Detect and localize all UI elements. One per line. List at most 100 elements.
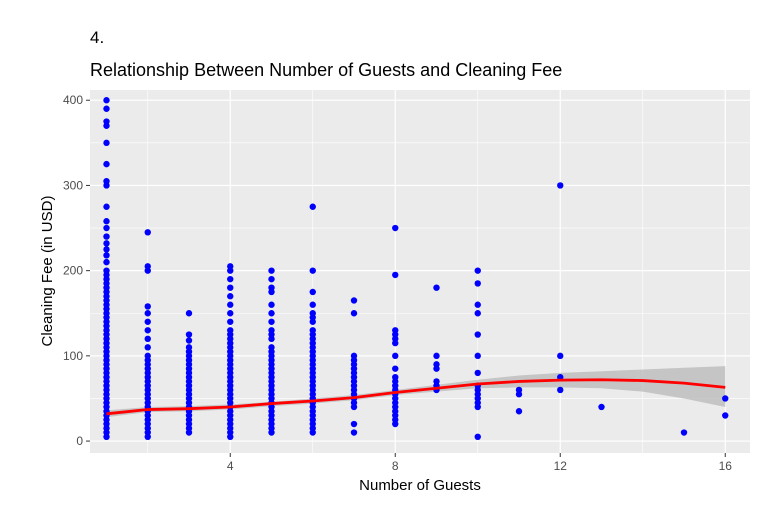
data-point [103,203,110,210]
data-point [350,297,358,304]
data-point [350,429,358,436]
smooth-line-layer [106,378,726,416]
data-point [309,267,316,274]
data-point [144,318,151,325]
data-point [474,267,481,274]
data-point [309,318,316,325]
data-point [144,344,151,351]
y-tick-label: 100 [63,349,83,363]
data-point [268,288,275,296]
data-point [103,139,110,147]
data-point [557,352,564,360]
data-point [268,318,275,325]
data-point [103,182,110,189]
data-point [144,327,151,334]
data-point [103,433,110,441]
data-point [103,160,110,168]
data-point [144,267,151,274]
y-tick-label: 0 [76,434,83,448]
data-point [557,182,564,189]
data-point [350,420,358,428]
data-point [474,369,481,377]
data-point [103,97,110,104]
data-point [392,224,399,232]
data-point [309,301,316,308]
data-point [433,352,440,360]
y-axis-label: Cleaning Fee (in USD) [39,196,56,347]
data-point [103,233,110,240]
data-point [309,288,316,296]
data-point [227,310,234,317]
data-point [227,318,234,325]
data-point [474,310,481,317]
data-point [268,335,275,343]
data-point [474,301,481,308]
y-axis-ticks: 0 100 200 300 400 [63,93,90,448]
data-point [309,429,316,436]
data-point [557,386,564,394]
y-tick-label: 400 [63,93,83,107]
data-point [268,301,275,308]
data-point [227,301,234,308]
data-point [185,310,193,317]
data-point [474,433,481,441]
data-point [474,331,481,338]
data-point [433,365,440,372]
x-tick-label: 12 [554,459,568,473]
data-point [103,240,110,247]
x-tick-label: 16 [719,459,733,473]
data-point [144,310,151,317]
data-point [268,267,275,274]
data-point [185,337,193,344]
data-point [515,408,523,415]
data-point [103,218,110,225]
data-point [144,433,151,441]
data-point [227,284,234,291]
x-tick-label: 8 [392,459,399,473]
y-tick-label: 200 [63,264,83,278]
data-point [722,395,729,402]
chart-title: Relationship Between Number of Guests an… [90,60,563,80]
data-point [722,412,729,419]
data-point [350,310,358,317]
y-tick-label: 300 [63,178,83,192]
data-point [268,429,275,436]
data-point [103,252,110,259]
data-point [227,293,234,300]
data-point [103,246,110,253]
data-point [392,271,399,279]
data-point [144,335,151,343]
figure-number: 4. [90,28,105,47]
data-point [350,403,358,411]
data-point [185,429,193,436]
data-point [392,339,399,347]
data-point [392,352,399,360]
data-point [227,275,234,283]
data-point [309,203,316,210]
data-point [515,391,523,398]
data-point [268,310,275,317]
smooth-line [106,378,726,416]
data-point [474,352,481,360]
data-point [392,420,399,428]
data-point [474,403,481,411]
data-point [433,284,440,291]
data-point [144,303,151,310]
x-axis-ticks: 4 8 12 16 [227,453,732,473]
x-tick-label: 4 [227,459,234,473]
grid-lines [90,90,750,453]
data-point [598,403,605,411]
data-point [103,105,110,112]
data-point [474,280,481,287]
data-point [185,331,193,338]
data-point [227,433,234,441]
data-point [103,224,110,232]
data-point [268,275,275,283]
x-axis-label: Number of Guests [359,477,481,494]
data-point [392,365,399,372]
data-point [680,429,688,436]
data-point [144,229,151,236]
data-point [227,267,234,274]
data-point [103,258,110,266]
